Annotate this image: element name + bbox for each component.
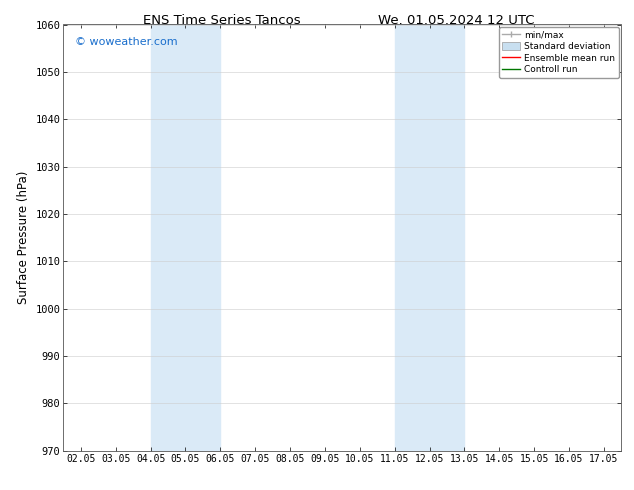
Y-axis label: Surface Pressure (hPa): Surface Pressure (hPa): [17, 171, 30, 304]
Bar: [394, 24, 464, 451]
Text: ENS Time Series Tancos: ENS Time Series Tancos: [143, 14, 301, 27]
Bar: [150, 24, 221, 451]
Legend: min/max, Standard deviation, Ensemble mean run, Controll run: min/max, Standard deviation, Ensemble me…: [499, 27, 619, 78]
Text: We. 01.05.2024 12 UTC: We. 01.05.2024 12 UTC: [378, 14, 534, 27]
Text: © woweather.com: © woweather.com: [75, 37, 177, 48]
